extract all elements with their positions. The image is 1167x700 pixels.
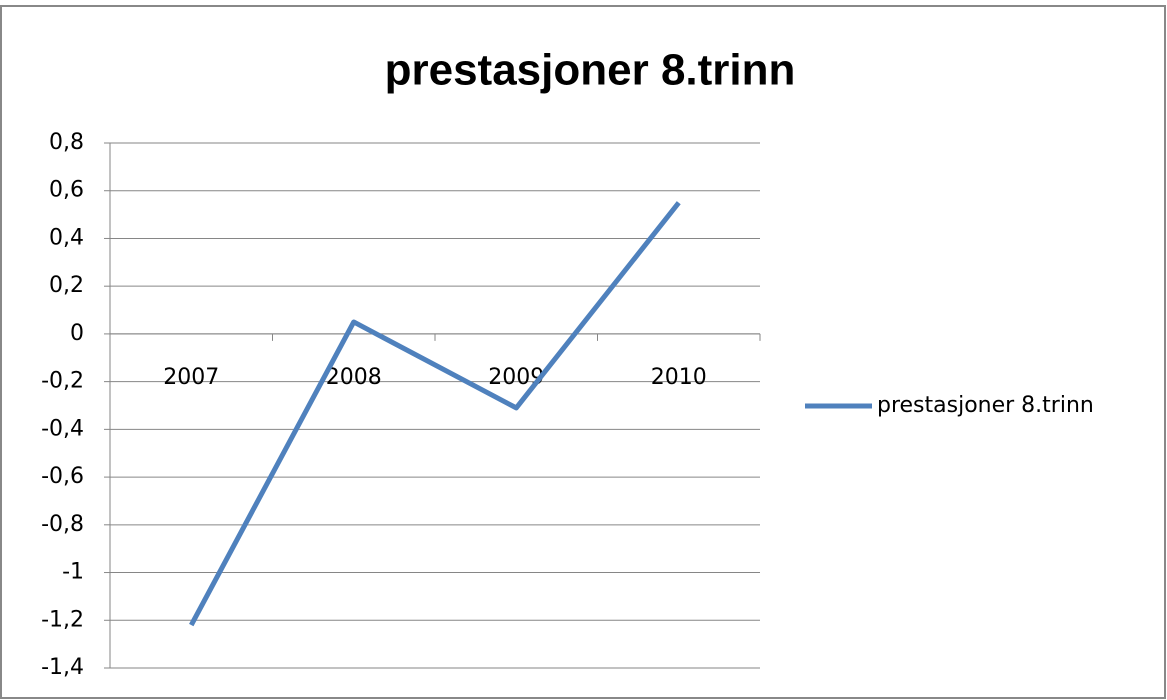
y-tick-label: 0,4	[49, 225, 84, 250]
legend-label: prestasjoner 8.trinn	[877, 393, 1094, 418]
y-tick-label: -0,2	[41, 369, 84, 394]
y-tick-label: 0,8	[49, 130, 84, 155]
chart-border	[0, 5, 1166, 699]
chart-title: prestasjoner 8.trinn	[385, 46, 796, 95]
x-tick-label: 2007	[163, 365, 219, 390]
y-tick-label: -0,6	[41, 464, 84, 489]
x-tick-label: 2008	[326, 365, 382, 390]
y-tick-label: -0,8	[41, 512, 84, 537]
y-tick-label: -0,4	[41, 416, 84, 441]
y-tick-label: 0,6	[49, 178, 84, 203]
y-tick-label: -1,4	[41, 655, 84, 680]
y-tick-label: 0,2	[49, 273, 84, 298]
x-tick-label: 2010	[651, 365, 707, 390]
data-line	[189, 201, 681, 627]
y-tick-label: -1	[62, 560, 84, 585]
y-tick-label: 0	[70, 321, 84, 346]
y-tick-label: -1,2	[41, 607, 84, 632]
